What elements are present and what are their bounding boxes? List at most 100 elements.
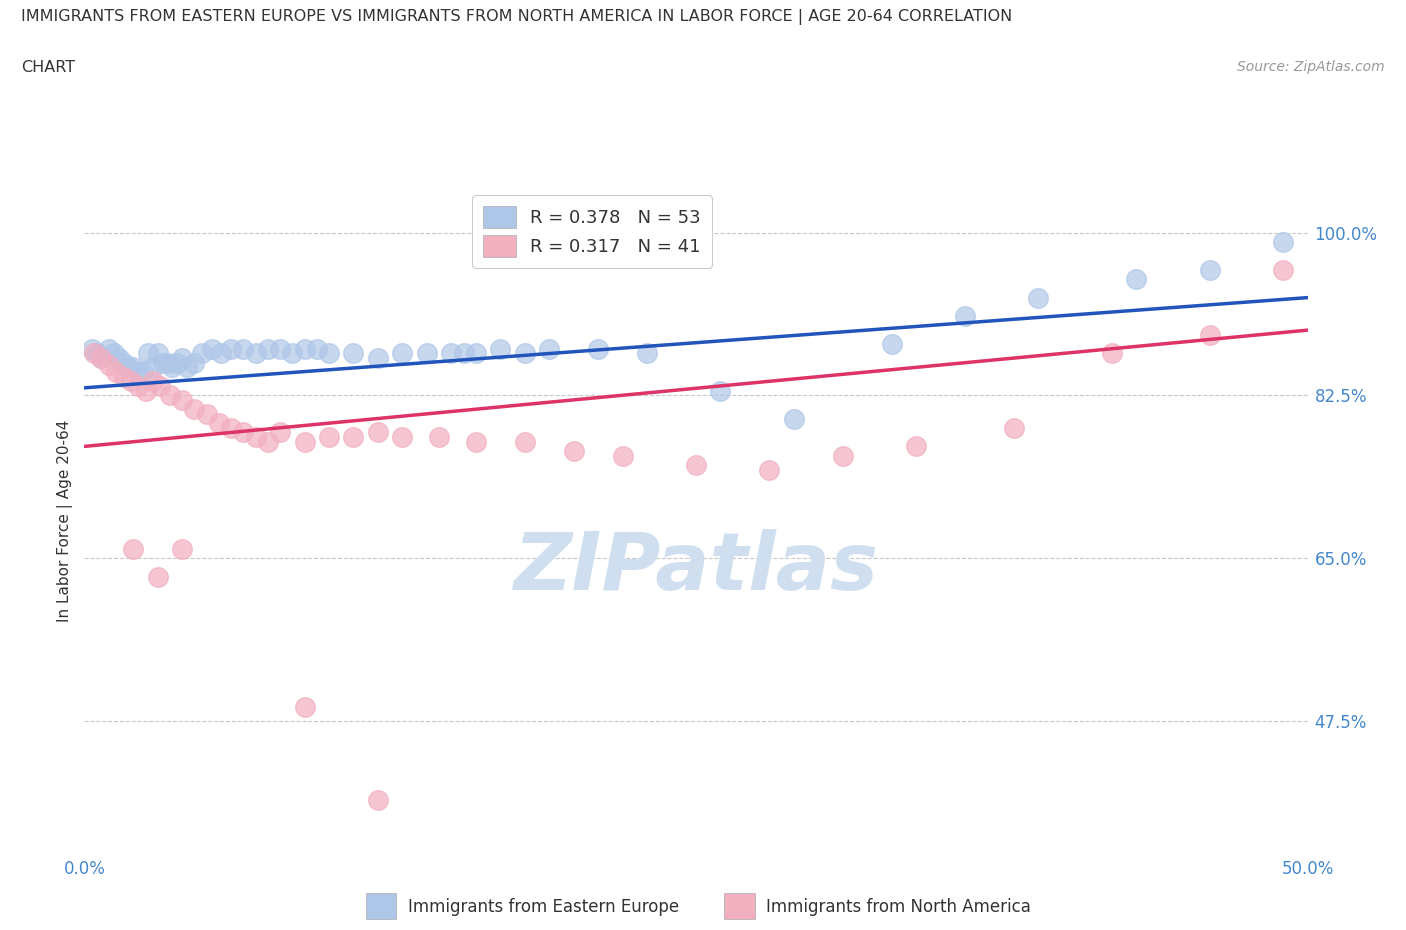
Point [1101,346,1123,361]
Point [367,792,389,807]
Point [135,383,157,398]
Point [758,462,780,477]
Point [416,346,439,361]
Point [305,341,328,356]
Legend: R = 0.378   N = 53, R = 0.317   N = 41: R = 0.378 N = 53, R = 0.317 N = 41 [472,195,711,268]
Point [1198,262,1220,277]
Point [685,458,707,472]
Point [112,355,135,370]
Point [90,351,112,365]
Point [142,360,165,375]
Point [97,341,120,356]
Point [905,439,928,454]
Point [149,379,172,393]
Point [172,351,194,365]
Text: Immigrants from North America: Immigrants from North America [766,897,1031,916]
Point [146,569,169,584]
Point [166,355,188,370]
Point [269,425,291,440]
Point [232,341,254,356]
Point [538,341,561,356]
Point [464,346,486,361]
Point [142,374,165,389]
Point [209,346,232,361]
Point [391,430,413,445]
Point [1002,420,1025,435]
Point [1198,327,1220,342]
Point [146,346,169,361]
Point [183,355,205,370]
Point [427,430,450,445]
Point [245,430,267,445]
Point [294,434,316,449]
Point [219,420,242,435]
Point [318,430,340,445]
Point [880,337,903,352]
Point [1272,262,1295,277]
Point [453,346,475,361]
Point [257,341,280,356]
Point [156,355,179,370]
Text: ZIPatlas: ZIPatlas [513,528,879,606]
Point [172,541,194,556]
Point [281,346,304,361]
Point [269,341,291,356]
Point [90,351,112,365]
Point [176,360,198,375]
Point [636,346,658,361]
Point [1028,290,1050,305]
Point [232,425,254,440]
Point [367,425,389,440]
Point [159,388,181,403]
Point [783,411,806,426]
Point [219,341,242,356]
Y-axis label: In Labor Force | Age 20-64: In Labor Force | Age 20-64 [58,419,73,622]
Point [257,434,280,449]
Point [195,406,218,421]
Point [464,434,486,449]
Text: CHART: CHART [21,60,75,75]
Point [97,357,120,372]
Point [1272,234,1295,249]
Point [294,699,316,714]
Point [586,341,609,356]
Point [152,355,174,370]
Point [103,346,125,361]
Point [86,346,108,361]
Point [489,341,512,356]
Point [612,448,634,463]
Point [127,379,149,393]
Point [318,346,340,361]
Point [208,416,231,431]
Text: IMMIGRANTS FROM EASTERN EUROPE VS IMMIGRANTS FROM NORTH AMERICA IN LABOR FORCE |: IMMIGRANTS FROM EASTERN EUROPE VS IMMIGR… [21,9,1012,25]
Point [122,541,145,556]
Point [183,402,205,417]
Point [342,346,364,361]
Point [831,448,853,463]
Point [513,434,536,449]
Point [122,360,145,375]
Point [1125,272,1147,286]
Point [342,430,364,445]
Point [136,346,159,361]
Point [80,341,103,356]
Point [117,360,139,375]
Text: Source: ZipAtlas.com: Source: ZipAtlas.com [1237,60,1385,74]
Point [107,351,129,365]
Point [200,341,222,356]
Point [562,444,585,458]
Point [132,365,155,379]
Point [953,309,976,324]
Point [83,346,105,361]
Point [367,351,389,365]
Point [162,360,184,375]
Point [112,369,135,384]
Point [191,346,214,361]
Point [391,346,413,361]
Point [245,346,267,361]
Text: Immigrants from Eastern Europe: Immigrants from Eastern Europe [408,897,679,916]
Point [105,365,128,379]
Point [709,383,731,398]
Point [172,392,194,407]
Point [127,365,149,379]
